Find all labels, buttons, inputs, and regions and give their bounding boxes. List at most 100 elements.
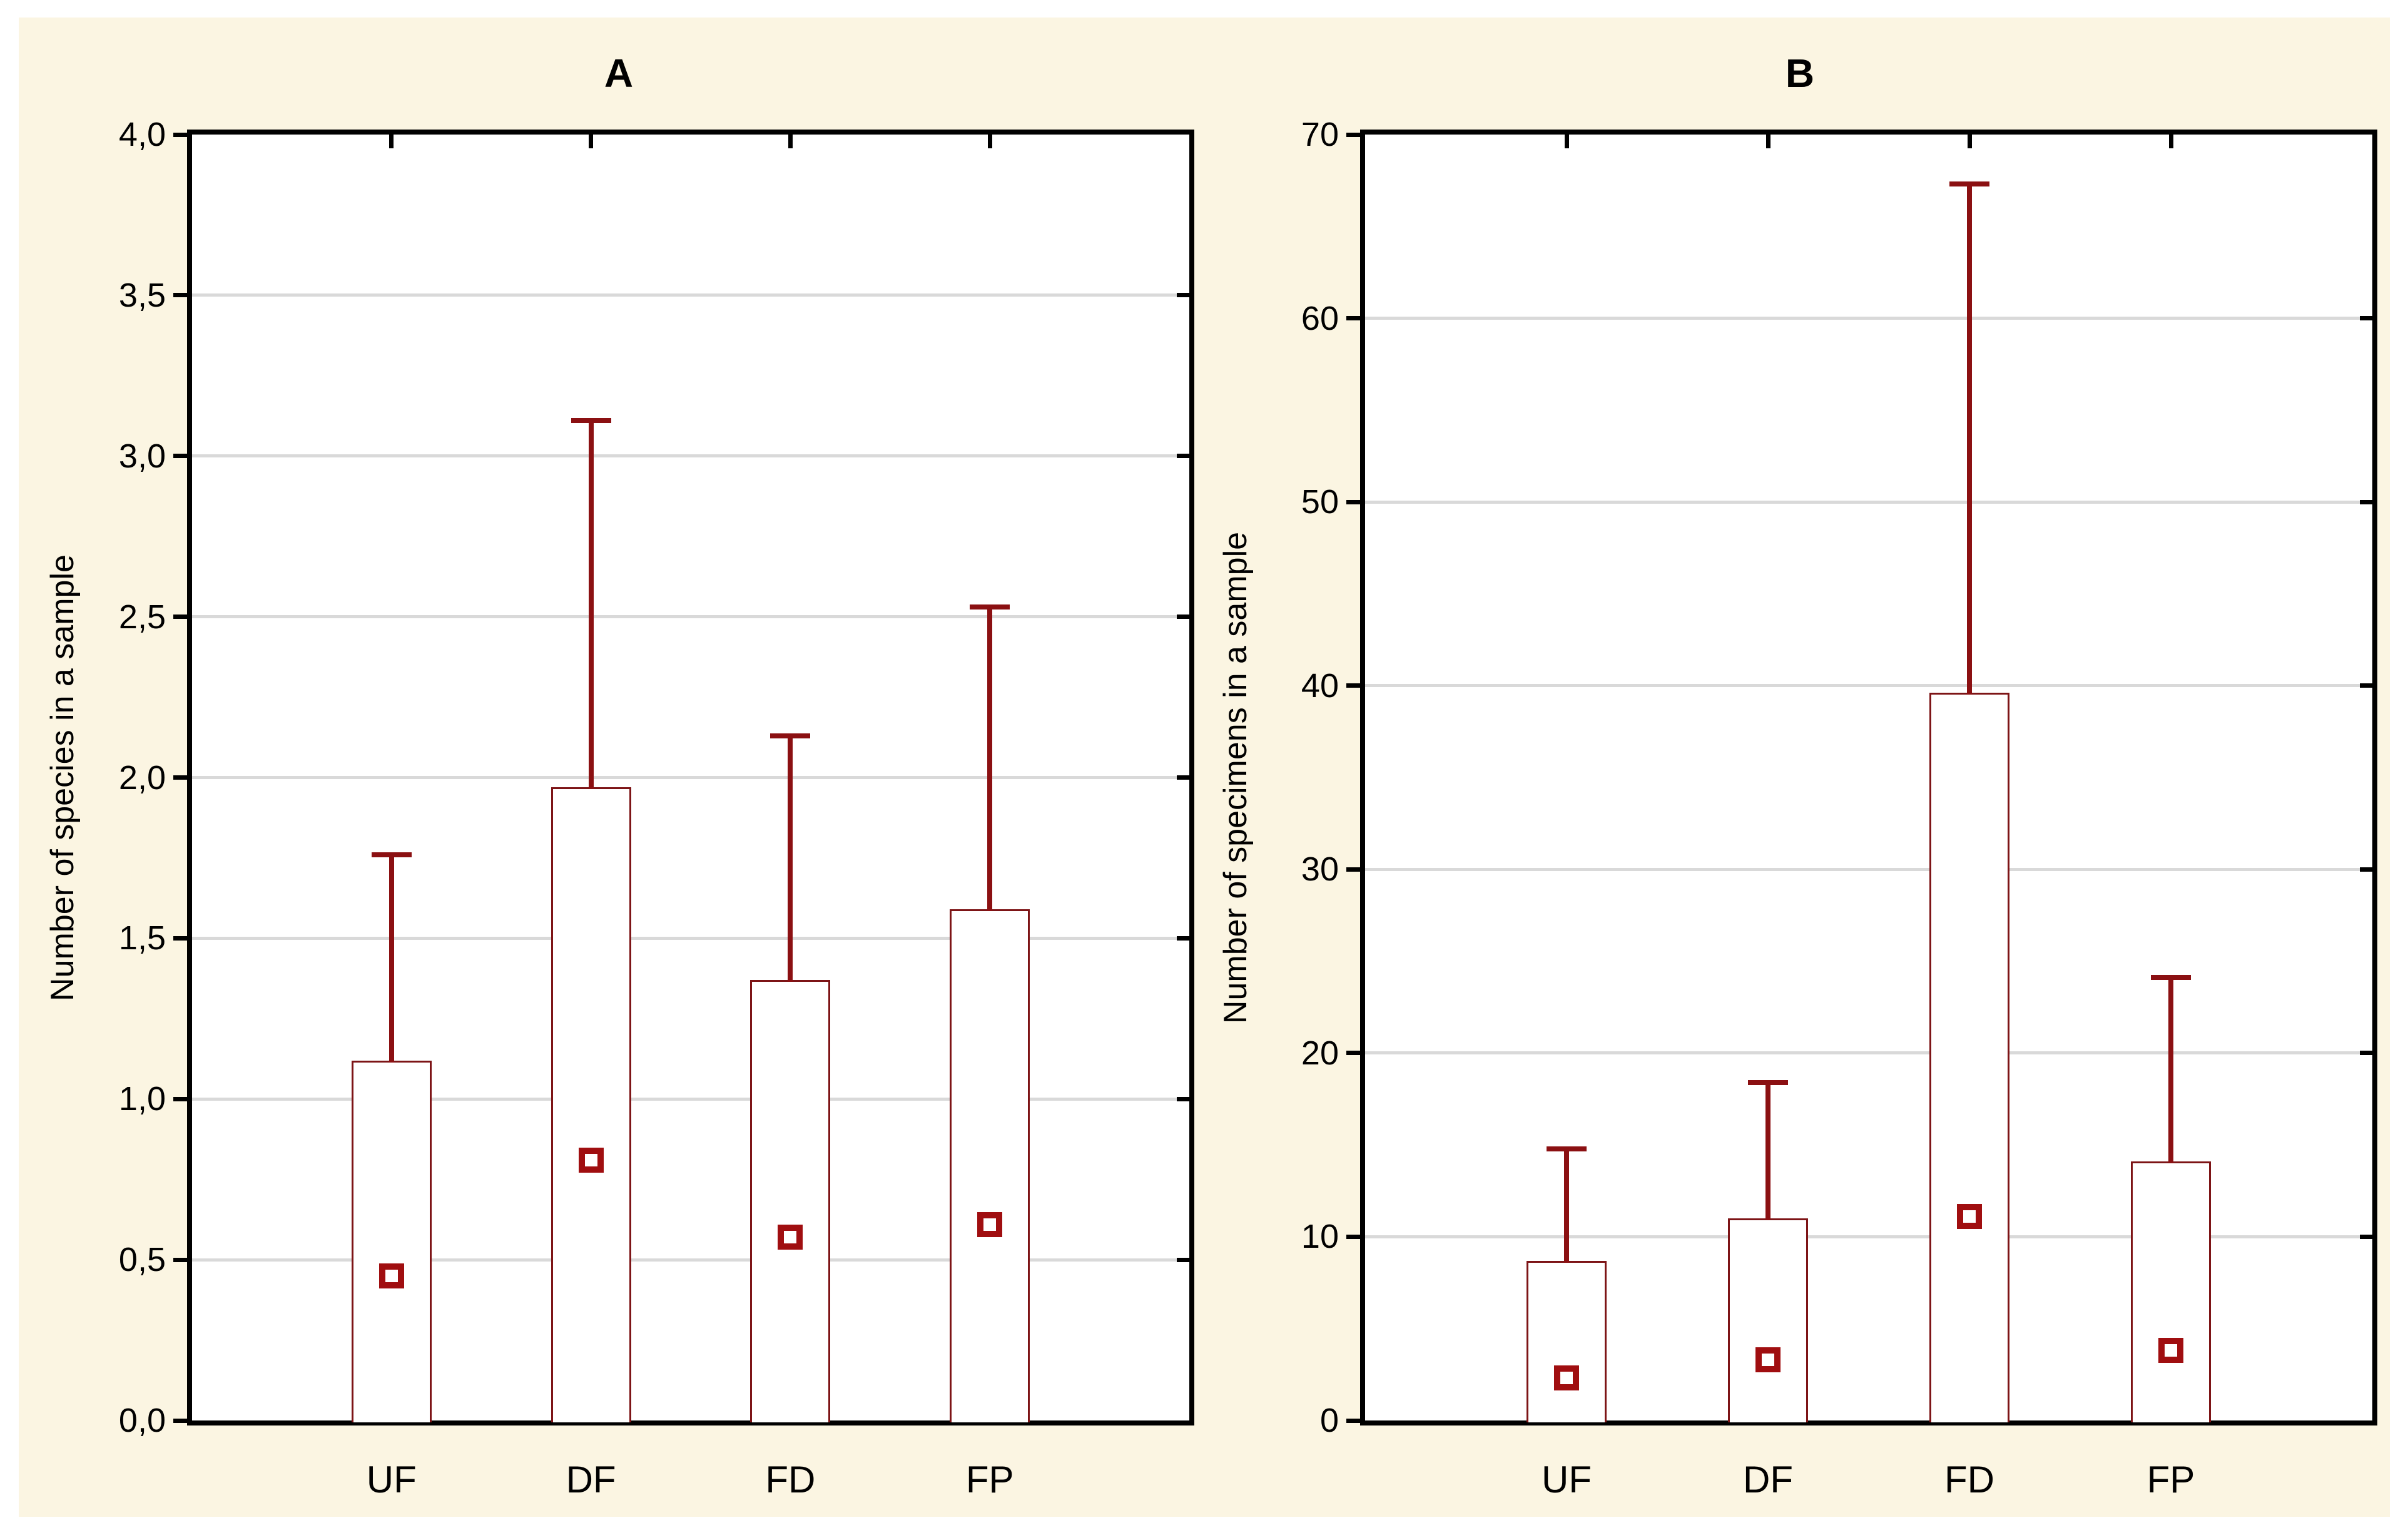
y-axis-tick xyxy=(173,775,187,780)
y-axis-tick-label: 30 xyxy=(1301,850,1339,889)
bar xyxy=(950,909,1030,1422)
x-axis-tick-top xyxy=(788,135,793,148)
gridline xyxy=(1365,684,2372,688)
y-axis-tick-inner xyxy=(1177,1096,1189,1101)
y-axis-tick xyxy=(1346,1051,1360,1056)
y-axis-tick xyxy=(1346,1234,1360,1239)
y-axis-tick-inner xyxy=(1177,615,1189,620)
y-axis-tick-label: 20 xyxy=(1301,1034,1339,1072)
y-axis-tick xyxy=(1346,316,1360,321)
y-axis-tick-inner xyxy=(2360,499,2372,504)
error-bar-cap xyxy=(1949,181,1989,187)
error-bar-cap xyxy=(371,852,412,857)
y-axis-tick xyxy=(1346,499,1360,504)
x-axis-category-label: DF xyxy=(566,1459,616,1501)
y-axis-tick-label: 2,0 xyxy=(118,758,166,797)
panel-b-y-axis-title: Number of specimens in a sample xyxy=(1217,531,1254,1024)
y-axis-tick-label: 4,0 xyxy=(118,116,166,153)
x-axis-tick-top xyxy=(987,135,992,148)
y-axis-tick xyxy=(173,615,187,620)
y-axis-tick-label: 60 xyxy=(1301,299,1339,337)
y-axis-tick xyxy=(173,1418,187,1423)
x-axis-tick-top xyxy=(389,135,394,148)
error-bar-shaft xyxy=(389,854,394,1063)
x-axis-tick-top xyxy=(589,135,594,148)
y-axis-tick-inner xyxy=(1177,293,1189,298)
gridline xyxy=(192,1258,1189,1262)
error-bar-shaft xyxy=(788,735,793,982)
y-axis-tick-label: 10 xyxy=(1301,1218,1339,1256)
bar xyxy=(551,787,631,1422)
error-bar-shaft xyxy=(588,421,594,789)
y-axis-tick xyxy=(173,1096,187,1101)
x-axis-tick-top xyxy=(2168,135,2173,148)
gridline xyxy=(1365,317,2372,320)
error-bar-cap xyxy=(770,733,811,738)
error-bar-cap xyxy=(1748,1079,1788,1085)
y-axis-tick-inner xyxy=(1177,1257,1189,1262)
error-bar-cap xyxy=(1547,1146,1587,1151)
mean-square-marker xyxy=(1957,1204,1982,1230)
y-axis-tick-inner xyxy=(2360,683,2372,688)
error-bar-shaft xyxy=(1564,1148,1569,1263)
error-bar-cap xyxy=(2151,975,2191,981)
bar xyxy=(2131,1161,2211,1422)
error-bar-shaft xyxy=(1765,1082,1770,1221)
x-axis-category-label: FD xyxy=(765,1459,816,1501)
x-axis-tick-top xyxy=(1564,135,1569,148)
x-axis-tick-top xyxy=(1765,135,1770,148)
bar xyxy=(1527,1260,1607,1422)
panel-b-plot-area: 70 60 50 40 30 20 10 0 xyxy=(1301,116,2377,1439)
y-axis-tick-label: 0,5 xyxy=(118,1241,166,1279)
y-axis-tick-label: 70 xyxy=(1301,116,1339,153)
gridline xyxy=(1365,1051,2372,1055)
panel-a-title: A xyxy=(604,51,634,96)
mean-square-marker xyxy=(578,1147,604,1173)
mean-square-marker xyxy=(1554,1365,1579,1391)
y-axis-tick xyxy=(173,1257,187,1262)
bar xyxy=(1728,1218,1808,1422)
gridline xyxy=(192,1097,1189,1101)
y-axis-tick xyxy=(1346,132,1360,137)
y-axis-tick-label: 3,0 xyxy=(118,437,166,475)
y-axis-tick xyxy=(1346,867,1360,872)
mean-square-marker xyxy=(977,1211,1003,1237)
x-axis-category-label: FD xyxy=(1944,1459,1994,1501)
mean-square-marker xyxy=(778,1225,803,1250)
y-axis-tick-inner xyxy=(2360,1051,2372,1056)
gridline xyxy=(192,454,1189,458)
gridline xyxy=(192,615,1189,619)
error-bar-shaft xyxy=(987,607,993,912)
bar xyxy=(750,980,831,1422)
y-axis-tick-inner xyxy=(1177,454,1189,459)
error-bar-shaft xyxy=(2168,977,2173,1164)
panel-a-plot-area: 4,0 3,5 3,0 2,5 2,0 1,5 1,0 0,5 0,0 xyxy=(119,116,1194,1439)
y-axis-tick-label: 2,5 xyxy=(118,598,166,636)
bar xyxy=(1929,693,2009,1422)
mean-square-marker xyxy=(2158,1338,2183,1364)
error-bar-shaft xyxy=(1967,184,1972,695)
gridline xyxy=(1365,500,2372,504)
y-axis-tick-label: 40 xyxy=(1301,666,1339,705)
y-axis-tick xyxy=(1346,1418,1360,1423)
y-axis-tick xyxy=(173,132,187,137)
y-axis-tick xyxy=(173,936,187,941)
gridline xyxy=(192,293,1189,297)
y-axis-tick xyxy=(173,454,187,459)
y-axis-tick-inner xyxy=(1177,936,1189,941)
y-axis-tick-label: 3,5 xyxy=(118,276,166,314)
x-axis-category-label: FP xyxy=(965,1459,1014,1501)
panel-b-title: B xyxy=(1785,51,1815,96)
bar xyxy=(351,1060,432,1422)
gridline xyxy=(192,936,1189,940)
y-axis-tick-label: 1,5 xyxy=(118,919,166,957)
y-axis-tick-inner xyxy=(2360,316,2372,321)
gridline xyxy=(192,776,1189,779)
y-axis-tick-label: 1,0 xyxy=(118,1080,166,1118)
y-axis-tick xyxy=(1346,683,1360,688)
gridline xyxy=(1365,867,2372,871)
x-axis-category-label: UF xyxy=(366,1459,417,1501)
x-axis-category-label: UF xyxy=(1542,1459,1592,1501)
y-axis-tick xyxy=(173,293,187,298)
